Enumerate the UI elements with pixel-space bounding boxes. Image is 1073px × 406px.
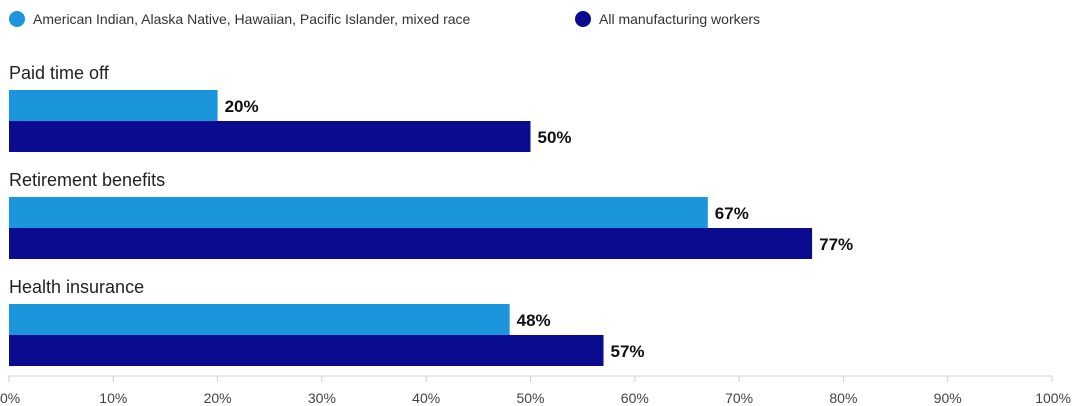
x-tick-label: 20% <box>204 390 232 406</box>
legend-item-1: American Indian, Alaska Native, Hawaiian… <box>9 11 471 27</box>
x-tick-label: 10% <box>99 390 127 406</box>
legend-swatch-icon <box>9 11 25 27</box>
x-tick-label: 30% <box>308 390 336 406</box>
bar <box>9 228 813 259</box>
x-tick-label: 90% <box>934 390 962 406</box>
x-tick-label: 80% <box>829 390 857 406</box>
category-label: Health insurance <box>9 277 144 297</box>
category-group: Paid time off 20% 50% <box>9 63 572 152</box>
bar <box>9 121 531 152</box>
x-axis: 0% 10% 20% 30% 40% 50% 60% 70% 80% 90% 100% <box>0 375 1071 406</box>
legend-label: American Indian, Alaska Native, Hawaiian… <box>33 11 471 27</box>
x-tick-label: 40% <box>412 390 440 406</box>
data-label: 67% <box>715 204 749 223</box>
legend-item-2: All manufacturing workers <box>575 11 760 27</box>
category-label: Paid time off <box>9 63 110 83</box>
x-tick-label: 100% <box>1035 390 1071 406</box>
bar <box>9 335 604 366</box>
data-label: 48% <box>517 311 551 330</box>
data-label: 57% <box>611 342 645 361</box>
bar <box>9 197 708 228</box>
x-tick-label: 60% <box>621 390 649 406</box>
category-group: Health insurance 48% 57% <box>9 277 645 366</box>
data-label: 77% <box>819 235 853 254</box>
data-label: 20% <box>225 97 259 116</box>
data-label: 50% <box>538 128 572 147</box>
legend-swatch-icon <box>575 11 591 27</box>
category-label: Retirement benefits <box>9 170 165 190</box>
chart-plot-area: Paid time off 20% 50% Retirement benefits 67… <box>9 63 853 366</box>
bar <box>9 304 510 335</box>
chart-legend: American Indian, Alaska Native, Hawaiian… <box>9 11 760 27</box>
category-group: Retirement benefits 67% 77% <box>9 170 853 259</box>
x-tick-label: 70% <box>725 390 753 406</box>
x-tick-label: 0% <box>0 390 20 406</box>
bar <box>9 90 218 121</box>
legend-label: All manufacturing workers <box>599 11 760 27</box>
x-tick-label: 50% <box>516 390 544 406</box>
